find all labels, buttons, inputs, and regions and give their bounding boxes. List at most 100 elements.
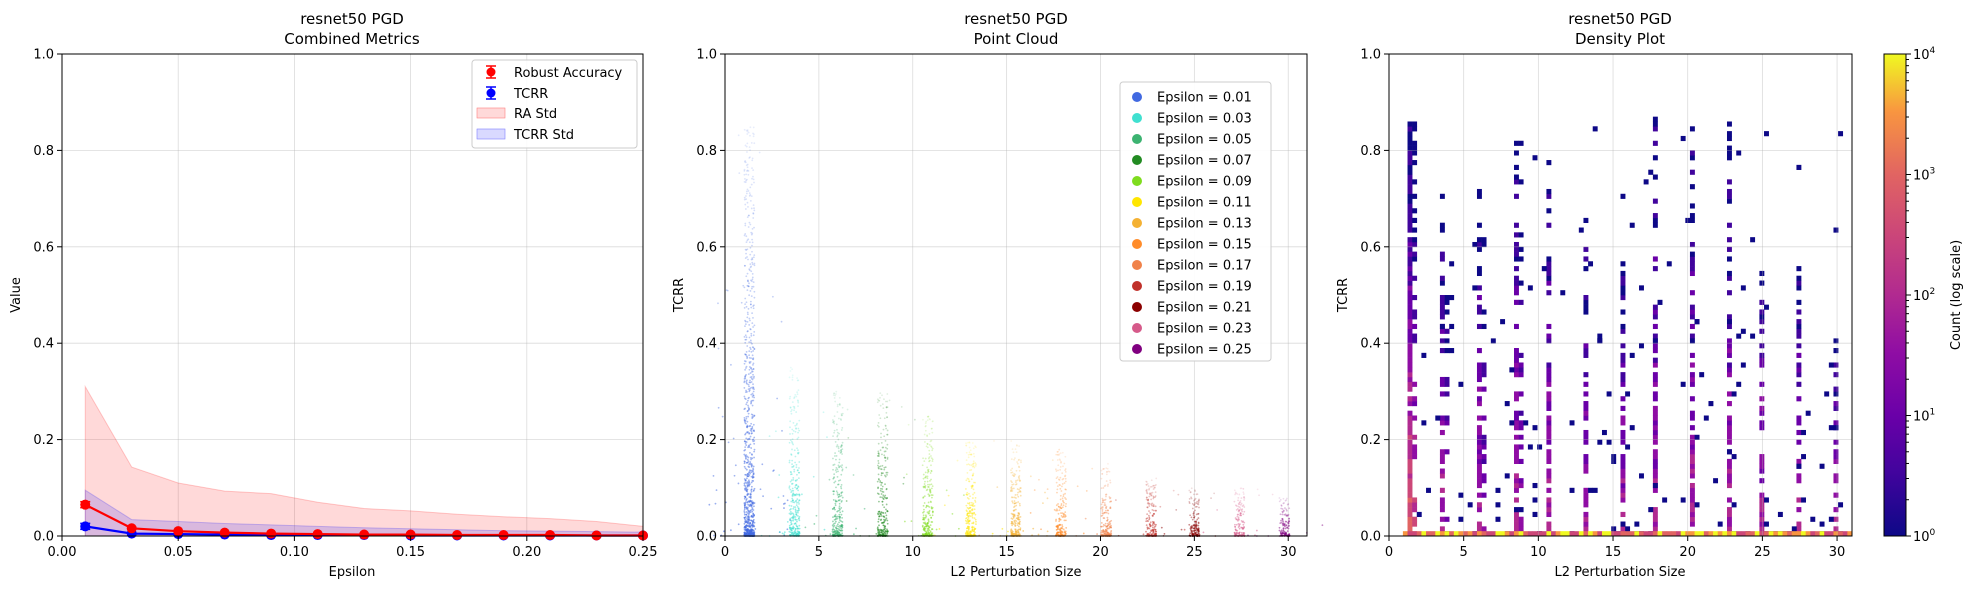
scatter-point (745, 426, 748, 428)
heatmap-cell (1652, 420, 1658, 426)
scatter-point (1059, 506, 1062, 508)
scatter-point (744, 297, 747, 300)
scatter-point (877, 512, 879, 515)
scatter-point (793, 501, 796, 504)
scatter-point (790, 409, 793, 411)
heatmap-cell (1583, 415, 1589, 421)
heatmap-cell-sparse (1592, 487, 1598, 493)
scatter-point (1146, 526, 1149, 529)
scatter-point (795, 493, 798, 496)
heatmap-cell-base (1546, 531, 1552, 537)
scatter-point (838, 466, 840, 469)
scatter-point (1235, 508, 1238, 511)
scatter-point (881, 529, 884, 532)
scatter-point (840, 414, 843, 417)
scatter-point (1016, 522, 1019, 525)
scatter-point (1060, 490, 1063, 492)
scatter-point (1238, 501, 1241, 504)
legend-label: Epsilon = 0.17 (1157, 259, 1252, 274)
scatter-point (924, 425, 927, 428)
scatter-point (752, 326, 754, 328)
legend-ra-marker (486, 67, 496, 77)
heatmap-cell (1476, 386, 1482, 392)
scatter-point (826, 436, 828, 439)
scatter-point (1059, 484, 1061, 487)
scatter-point (1148, 516, 1151, 519)
heatmap-cell (1689, 381, 1695, 387)
scatter-point (834, 400, 837, 403)
scatter-point (749, 290, 752, 292)
heatmap-cell (1620, 328, 1626, 334)
heatmap-cell-sparse (1611, 458, 1617, 464)
scatter-point (841, 496, 844, 499)
scatter-point (794, 500, 797, 503)
heatmap-cell (1759, 526, 1765, 532)
scatter-point (877, 442, 880, 445)
scatter-point (715, 489, 718, 492)
scatter-point (1188, 523, 1191, 526)
heatmap-cell (1726, 150, 1732, 156)
heatmap-cell (1546, 367, 1552, 373)
scatter-point (749, 193, 752, 196)
scatter-point (966, 514, 968, 516)
scatter-point (1271, 493, 1274, 496)
x-tick-label: 30 (1280, 545, 1297, 560)
scatter-point (1017, 518, 1019, 521)
scatter-point (1044, 491, 1046, 494)
heatmap-cell (1583, 458, 1589, 464)
heatmap-cell-base (1694, 531, 1700, 537)
scatter-point (1059, 468, 1062, 471)
scatter-point (886, 519, 889, 522)
scatter-point (798, 527, 801, 530)
heatmap-cell (1407, 217, 1413, 223)
heatmap-cell-base (1574, 531, 1580, 537)
scatter-point (747, 373, 750, 375)
scatter-point (1236, 508, 1239, 510)
heatmap-cell (1439, 193, 1445, 199)
scatter-point (751, 273, 754, 275)
scatter-point (1237, 505, 1240, 508)
scatter-point (751, 263, 754, 266)
heatmap-cell (1620, 405, 1626, 411)
heatmap-cell (1726, 348, 1732, 354)
scatter-point (752, 473, 755, 476)
y-tick-label: 0.6 (33, 240, 54, 255)
heatmap-cell (1481, 241, 1487, 248)
legend-ra-std-swatch (476, 107, 506, 119)
scatter-point (1010, 517, 1013, 520)
heatmap-cell-base (1481, 531, 1487, 537)
scatter-point (970, 453, 973, 456)
scatter-point (838, 396, 841, 399)
scatter-point (841, 426, 844, 429)
heatmap-cell-sparse (1597, 333, 1603, 339)
scatter-point (745, 477, 748, 480)
heatmap-cell (1481, 439, 1487, 445)
scatter-point (1011, 524, 1014, 527)
heatmap-cell (1439, 516, 1445, 522)
scatter-point (792, 501, 795, 504)
scatter-point (753, 521, 756, 524)
scatter-point (751, 322, 754, 325)
scatter-point (797, 401, 800, 404)
scatter-point (753, 429, 755, 432)
y-tick-label: 1.0 (696, 48, 717, 63)
scatter-point (1109, 522, 1112, 525)
scatter-point (789, 366, 792, 369)
scatter-point (910, 520, 913, 523)
scatter-point (751, 312, 754, 315)
heatmap-cell (1689, 155, 1695, 161)
scatter-point (1152, 495, 1155, 498)
scatter-point (927, 525, 930, 528)
scatter-point (838, 465, 841, 468)
scatter-point (880, 531, 882, 534)
scatter-point (880, 481, 883, 484)
scatter-point (1147, 501, 1150, 504)
heatmap-cell (1726, 391, 1732, 397)
scatter-point (924, 429, 927, 432)
scatter-point (1188, 489, 1191, 492)
scatter-point (754, 528, 757, 530)
heatmap-cell (1620, 352, 1626, 358)
scatter-point (833, 481, 836, 484)
scatter-point (1149, 525, 1152, 527)
heatmap-cell (1652, 410, 1658, 416)
